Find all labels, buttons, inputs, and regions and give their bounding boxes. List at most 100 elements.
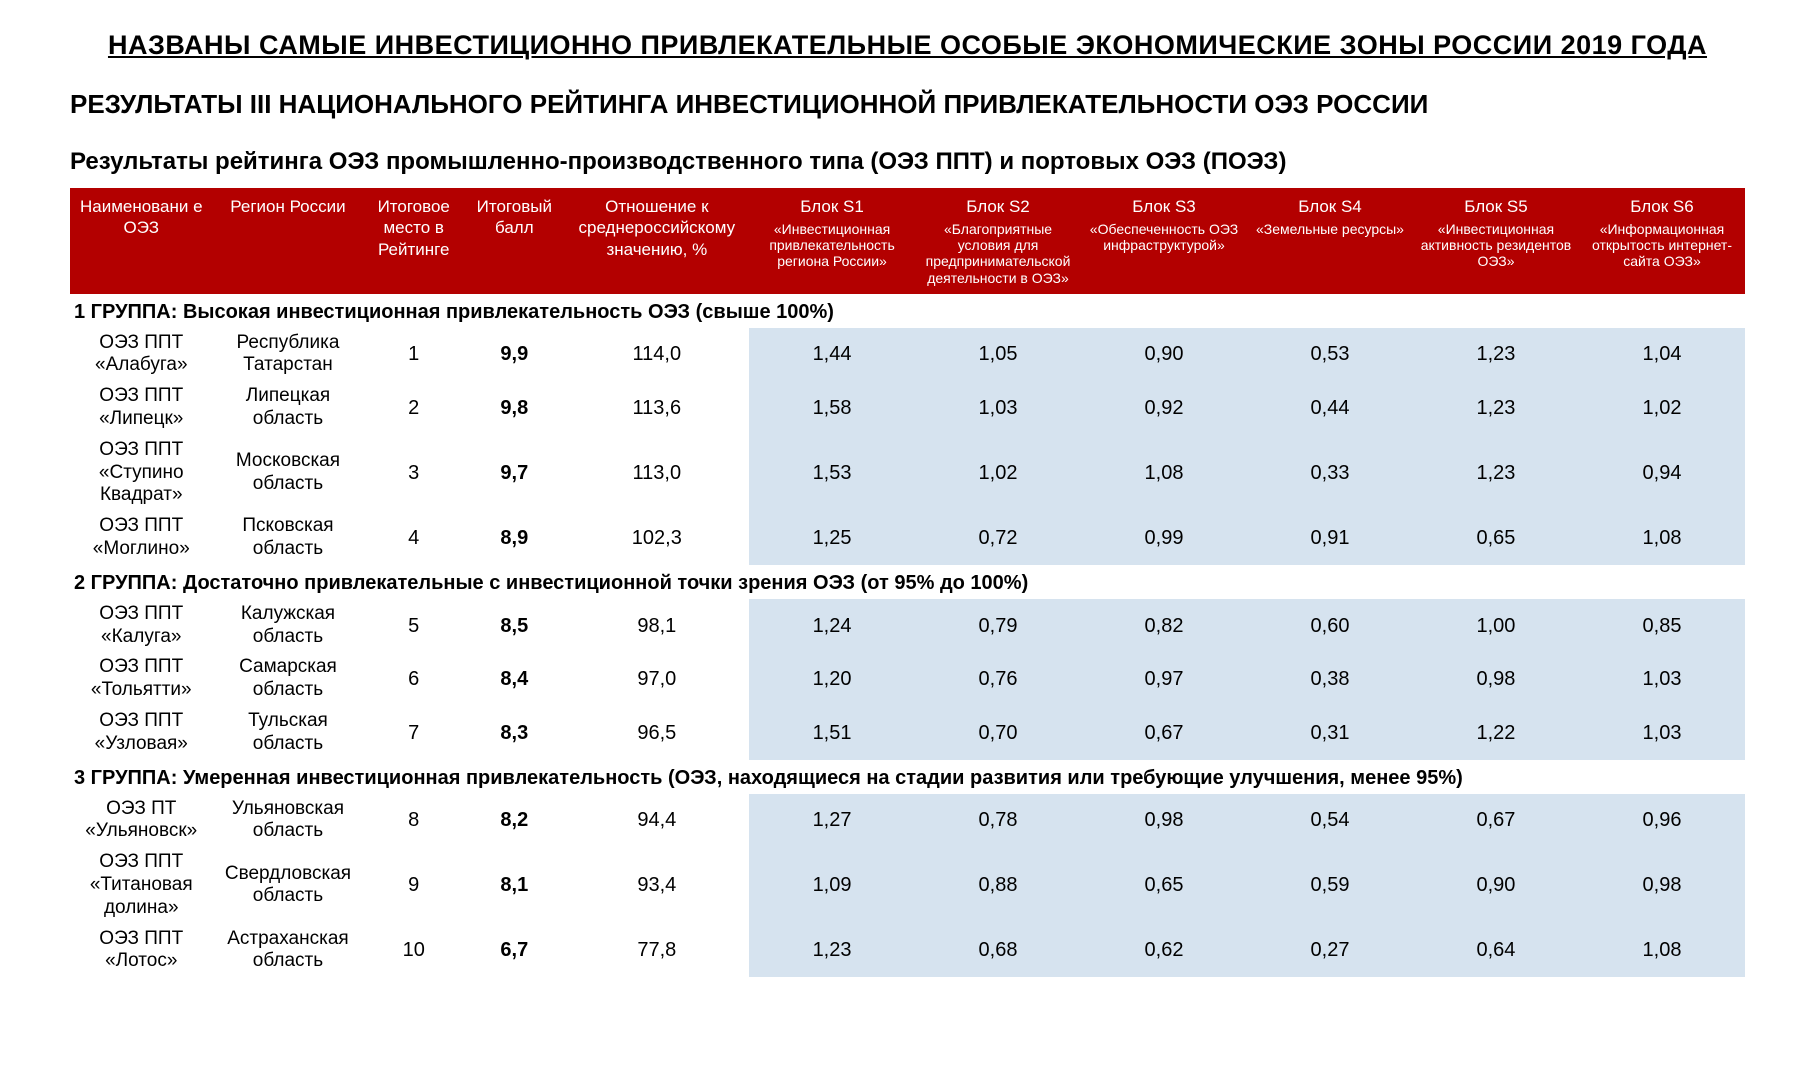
- table-row: ОЭЗ ПТ «Ульяновск»Ульяновская область88,…: [70, 794, 1745, 848]
- table-row: ОЭЗ ППТ «Ступино Квадрат»Московская обла…: [70, 435, 1745, 511]
- cell-s4: 0,91: [1247, 511, 1413, 565]
- cell-s5: 1,22: [1413, 706, 1579, 760]
- cell-ratio: 94,4: [565, 794, 749, 848]
- col-header-main: Блок S4: [1253, 196, 1407, 217]
- col-header-main: Итоговый балл: [470, 196, 559, 239]
- cell-s4: 0,53: [1247, 328, 1413, 382]
- cell-s3: 0,98: [1081, 794, 1247, 848]
- col-header-sub: «Информационная открытость интернет-сайт…: [1585, 221, 1739, 269]
- cell-name: ОЭЗ ППТ «Липецк»: [70, 381, 213, 435]
- col-header-main: Блок S5: [1419, 196, 1573, 217]
- cell-s6: 0,98: [1579, 847, 1745, 923]
- table-row: ОЭЗ ППТ «Титановая долина»Свердловская о…: [70, 847, 1745, 923]
- cell-s2: 1,05: [915, 328, 1081, 382]
- cell-s3: 0,65: [1081, 847, 1247, 923]
- cell-score: 8,2: [464, 794, 565, 848]
- col-header-main: Блок S2: [921, 196, 1075, 217]
- col-header-main: Регион России: [219, 196, 358, 217]
- col-header-10: Блок S6«Информационная открытость интерн…: [1579, 188, 1745, 294]
- cell-s2: 0,79: [915, 599, 1081, 653]
- cell-s4: 0,33: [1247, 435, 1413, 511]
- cell-rank: 6: [363, 652, 464, 706]
- cell-s3: 0,82: [1081, 599, 1247, 653]
- col-header-sub: «Благоприятные условия для предпринимате…: [921, 221, 1075, 285]
- cell-s1: 1,20: [749, 652, 915, 706]
- cell-name: ОЭЗ ППТ «Калуга»: [70, 599, 213, 653]
- cell-s6: 0,85: [1579, 599, 1745, 653]
- cell-s3: 0,99: [1081, 511, 1247, 565]
- cell-s4: 0,31: [1247, 706, 1413, 760]
- page-title: НАЗВАНЫ САМЫЕ ИНВЕСТИЦИОННО ПРИВЛЕКАТЕЛЬ…: [70, 30, 1745, 61]
- cell-score: 8,9: [464, 511, 565, 565]
- cell-s3: 0,97: [1081, 652, 1247, 706]
- cell-rank: 5: [363, 599, 464, 653]
- table-row: ОЭЗ ППТ «Узловая»Тульская область78,396,…: [70, 706, 1745, 760]
- col-header-7: Блок S3«Обеспеченность ОЭЗ инфраструктур…: [1081, 188, 1247, 294]
- col-header-main: Блок S1: [755, 196, 909, 217]
- cell-s1: 1,58: [749, 381, 915, 435]
- cell-name: ОЭЗ ППТ «Алабуга»: [70, 328, 213, 382]
- ratings-table: Наименовани е ОЭЗ Регион России Итоговое м…: [70, 188, 1745, 977]
- cell-s6: 0,94: [1579, 435, 1745, 511]
- cell-region: Астраханская область: [213, 924, 364, 978]
- cell-s6: 1,02: [1579, 381, 1745, 435]
- group-desc: Высокая инвестиционная привлекательность…: [177, 301, 834, 323]
- col-header-1: Регион России: [213, 188, 364, 294]
- col-header-sub: «Инвестиционная привлекательность регион…: [755, 221, 909, 269]
- cell-name: ОЭЗ ППТ «Узловая»: [70, 706, 213, 760]
- cell-ratio: 77,8: [565, 924, 749, 978]
- cell-s1: 1,24: [749, 599, 915, 653]
- cell-region: Республика Татарстан: [213, 328, 364, 382]
- cell-region: Псковская область: [213, 511, 364, 565]
- col-header-main: Отношение к среднероссийскому значению, …: [571, 196, 743, 260]
- col-header-main: Итоговое место в Рейтинге: [369, 196, 458, 260]
- cell-s1: 1,25: [749, 511, 915, 565]
- cell-ratio: 96,5: [565, 706, 749, 760]
- cell-rank: 1: [363, 328, 464, 382]
- table-row: ОЭЗ ППТ «Алабуга»Республика Татарстан19,…: [70, 328, 1745, 382]
- cell-s4: 0,27: [1247, 924, 1413, 978]
- cell-name: ОЭЗ ППТ «Ступино Квадрат»: [70, 435, 213, 511]
- cell-s2: 0,88: [915, 847, 1081, 923]
- cell-region: Тульская область: [213, 706, 364, 760]
- cell-s3: 0,90: [1081, 328, 1247, 382]
- cell-region: Ульяновская область: [213, 794, 364, 848]
- table-row: ОЭЗ ППТ «Тольятти»Самарская область68,49…: [70, 652, 1745, 706]
- group-desc: Умеренная инвестиционная привлекательнос…: [177, 767, 1462, 789]
- cell-rank: 8: [363, 794, 464, 848]
- cell-ratio: 102,3: [565, 511, 749, 565]
- col-header-3: Итоговый балл: [464, 188, 565, 294]
- col-header-main: Наименовани е ОЭЗ: [76, 196, 207, 239]
- page-subtitle: РЕЗУЛЬТАТЫ III НАЦИОНАЛЬНОГО РЕЙТИНГА ИН…: [70, 89, 1745, 120]
- cell-score: 9,8: [464, 381, 565, 435]
- cell-region: Калужская область: [213, 599, 364, 653]
- cell-region: Московская область: [213, 435, 364, 511]
- cell-s1: 1,27: [749, 794, 915, 848]
- cell-name: ОЭЗ ППТ «Лотос»: [70, 924, 213, 978]
- cell-score: 8,3: [464, 706, 565, 760]
- cell-score: 6,7: [464, 924, 565, 978]
- col-header-sub: «Обеспеченность ОЭЗ инфраструктурой»: [1087, 221, 1241, 253]
- cell-s6: 1,04: [1579, 328, 1745, 382]
- cell-s1: 1,53: [749, 435, 915, 511]
- cell-s1: 1,09: [749, 847, 915, 923]
- cell-s5: 0,64: [1413, 924, 1579, 978]
- cell-rank: 3: [363, 435, 464, 511]
- cell-score: 9,7: [464, 435, 565, 511]
- cell-s4: 0,54: [1247, 794, 1413, 848]
- col-header-6: Блок S2 «Благоприятные условия для предпр…: [915, 188, 1081, 294]
- cell-s6: 1,08: [1579, 924, 1745, 978]
- cell-s6: 1,03: [1579, 652, 1745, 706]
- table-row: ОЭЗ ППТ «Лотос»Астраханская область106,7…: [70, 924, 1745, 978]
- col-header-2: Итоговое место в Рейтинге: [363, 188, 464, 294]
- col-header-sub: «Инвестиционная активность резидентов ОЭ…: [1419, 221, 1573, 269]
- cell-s5: 0,98: [1413, 652, 1579, 706]
- cell-s5: 1,00: [1413, 599, 1579, 653]
- cell-rank: 2: [363, 381, 464, 435]
- col-header-8: Блок S4«Земельные ресурсы»: [1247, 188, 1413, 294]
- cell-s3: 1,08: [1081, 435, 1247, 511]
- cell-s2: 1,03: [915, 381, 1081, 435]
- col-header-0: Наименовани е ОЭЗ: [70, 188, 213, 294]
- cell-region: Липецкая область: [213, 381, 364, 435]
- cell-s5: 0,67: [1413, 794, 1579, 848]
